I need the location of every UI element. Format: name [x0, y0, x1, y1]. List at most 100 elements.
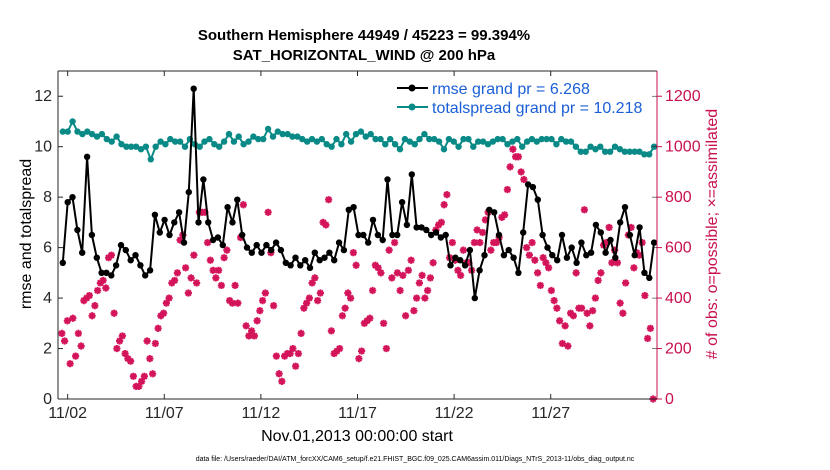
spread-point	[196, 143, 203, 150]
obs-marker	[333, 347, 341, 355]
rmse-point	[117, 241, 125, 249]
obs-marker	[501, 211, 509, 219]
obs-marker	[556, 317, 564, 325]
x-tick-label: 11/07	[145, 405, 184, 422]
spread-point	[523, 138, 531, 145]
y2-tick-label: 1000	[665, 139, 701, 156]
obs-marker	[547, 286, 555, 295]
rmse-point	[418, 224, 425, 231]
obs-marker	[305, 294, 313, 302]
obs-marker	[61, 337, 69, 345]
spread-point	[611, 143, 619, 150]
spread-point	[479, 138, 487, 145]
spread-point	[167, 135, 174, 143]
spread-series	[59, 118, 658, 163]
rmse-point	[597, 229, 604, 236]
obs-marker	[171, 276, 179, 285]
chart-subtitle: SAT_HORIZONTAL_WIND @ 200 hPa	[233, 47, 496, 64]
y2-tick-label: 1200	[665, 88, 701, 105]
obs-marker	[245, 332, 253, 340]
obs-marker	[619, 309, 627, 317]
spread-point	[509, 138, 516, 145]
spread-point	[382, 141, 389, 148]
spread-point	[484, 141, 492, 148]
obs-marker	[569, 312, 577, 320]
obs-marker	[374, 264, 382, 272]
obs-marker	[377, 269, 385, 277]
obs-marker	[602, 238, 610, 247]
spread-point	[567, 138, 575, 145]
rmse-point	[74, 226, 81, 234]
spread-point	[494, 135, 501, 143]
rmse-point	[253, 241, 260, 249]
rmse-point	[224, 204, 231, 211]
spread-point	[582, 148, 589, 155]
obs-markers	[58, 145, 657, 403]
spread-point	[113, 133, 120, 140]
rmse-point	[549, 252, 556, 259]
rmse-point	[268, 246, 275, 254]
obs-marker	[539, 254, 547, 262]
rmse-point	[142, 272, 149, 279]
rmse-point	[461, 262, 469, 269]
obs-marker	[77, 342, 85, 350]
spread-point	[279, 130, 286, 138]
obs-marker	[352, 261, 360, 269]
obs-marker	[349, 249, 357, 257]
obs-marker	[421, 294, 429, 302]
rmse-point	[491, 209, 498, 216]
obs-marker	[391, 238, 399, 247]
obs-marker	[187, 274, 195, 282]
spread-point	[142, 143, 150, 150]
x-tick-label: 11/22	[435, 405, 474, 422]
rmse-point	[374, 231, 382, 239]
obs-marker	[344, 289, 352, 297]
obs-marker	[396, 286, 404, 295]
rmse-point	[127, 257, 134, 264]
obs-marker	[58, 329, 66, 337]
rmse-point	[59, 259, 66, 266]
rmse-series	[59, 85, 658, 302]
rmse-point	[558, 231, 566, 239]
obs-marker	[105, 254, 113, 262]
obs-marker	[589, 307, 597, 315]
obs-marker	[440, 201, 448, 209]
obs-marker	[646, 324, 654, 332]
obs-marker	[393, 269, 401, 277]
obs-marker	[564, 342, 572, 350]
spread-point	[631, 148, 638, 155]
rmse-point	[646, 274, 653, 282]
spread-point	[318, 135, 325, 143]
rmse-point	[544, 244, 551, 251]
spread-point	[597, 143, 604, 150]
y2-tick-label: 200	[665, 341, 692, 358]
spread-point	[475, 138, 482, 145]
obs-marker	[253, 317, 261, 325]
obs-marker	[231, 281, 239, 290]
obs-marker	[316, 289, 324, 297]
obs-marker	[270, 302, 278, 310]
obs-marker	[611, 246, 619, 254]
obs-marker	[509, 145, 517, 153]
obs-marker	[261, 289, 269, 297]
obs-marker	[330, 349, 338, 358]
obs-marker	[492, 238, 500, 247]
rmse-point	[369, 216, 377, 224]
obs-marker	[388, 274, 396, 282]
obs-marker	[534, 269, 542, 277]
obs-marker	[110, 309, 118, 317]
rmse-point	[486, 206, 493, 213]
x-tick-label: 11/17	[338, 405, 377, 422]
spread-point	[84, 128, 91, 135]
rmse-point	[122, 246, 129, 254]
rmse-point	[457, 257, 464, 264]
y-tick-label: 2	[43, 341, 52, 358]
obs-marker	[644, 334, 652, 343]
obs-marker	[550, 297, 558, 305]
y2-tick-label: 400	[665, 290, 692, 307]
rmse-point	[200, 176, 207, 183]
rmse-point	[529, 183, 537, 191]
obs-marker	[264, 208, 272, 216]
spread-point	[543, 135, 550, 143]
obs-marker	[124, 355, 132, 363]
